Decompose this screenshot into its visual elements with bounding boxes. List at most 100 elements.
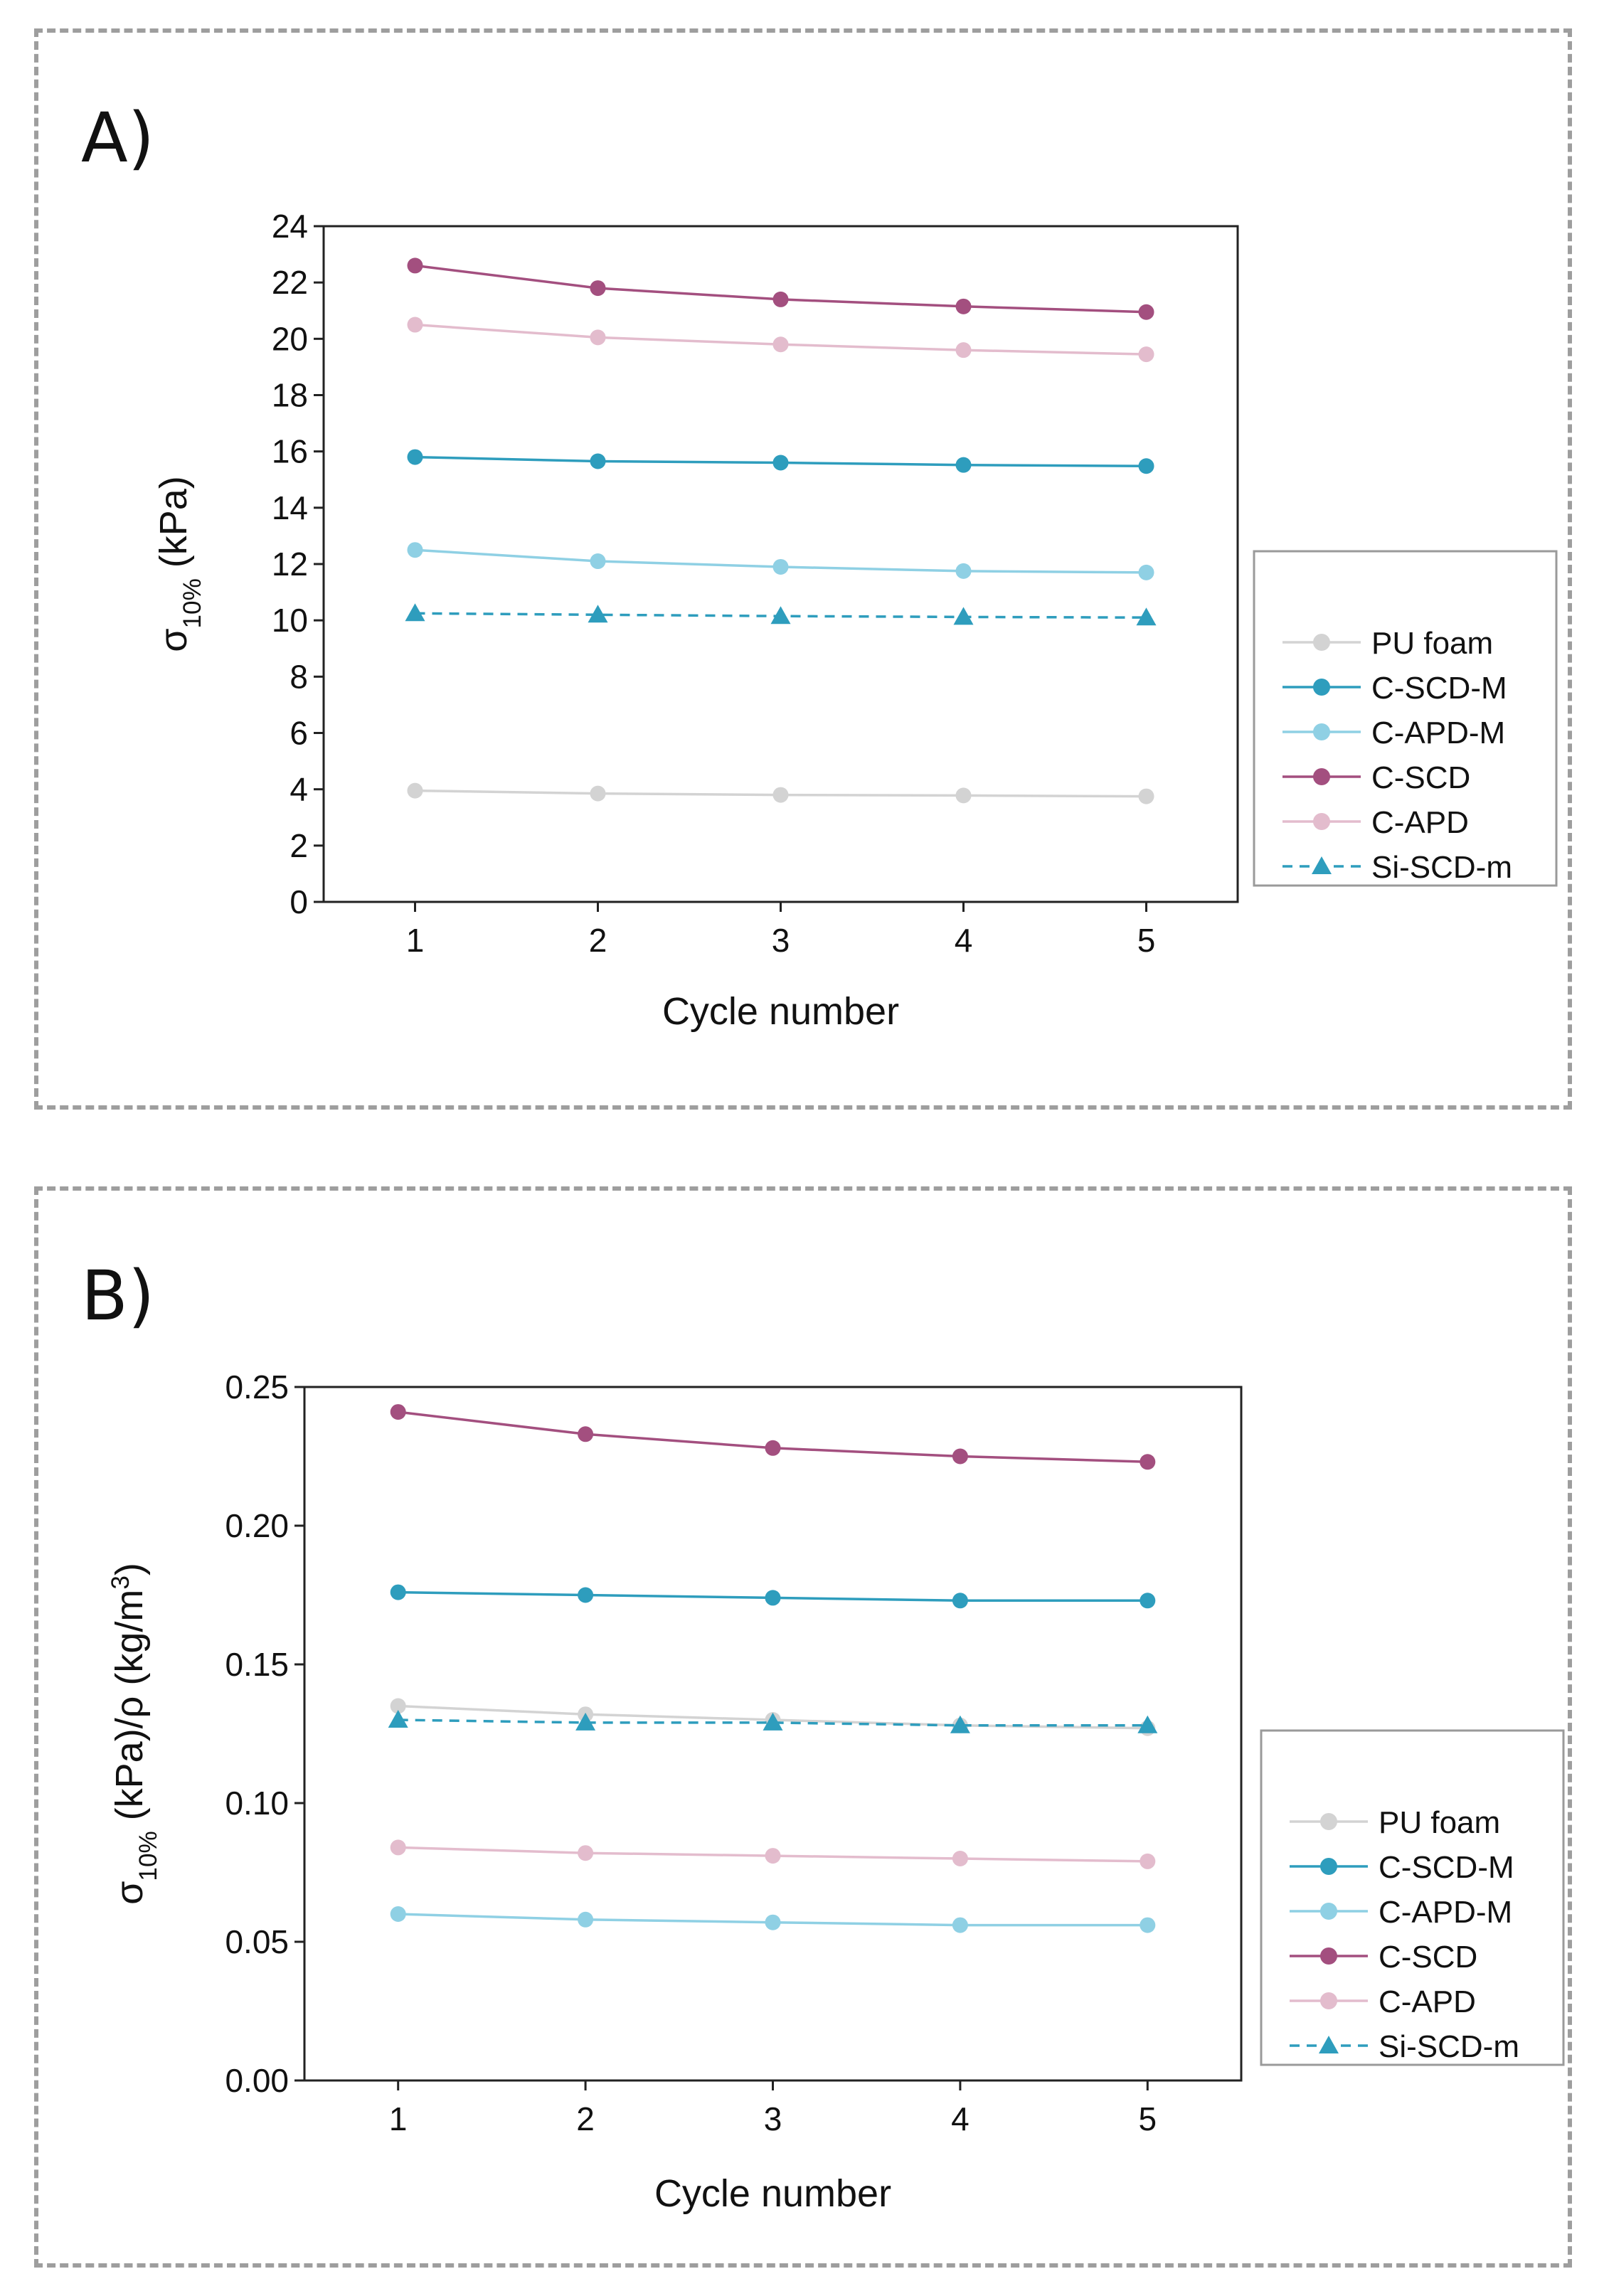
legend-c-scd-label: C-SCD [1379, 1940, 1477, 1975]
y-axis-label-symbol: σ [152, 628, 195, 652]
y-axis-label-subscript: 10% [134, 1831, 162, 1881]
y-tick-label: 8 [290, 658, 308, 695]
series-si-scd-m-point [588, 605, 608, 623]
y-tick-label: 0.05 [225, 1923, 289, 1960]
y-tick-label: 20 [272, 320, 308, 357]
series-c-scd-m-point [578, 1587, 594, 1603]
series-c-apd-point [407, 317, 423, 333]
x-tick-label: 4 [951, 2100, 970, 2137]
series-pu-foam-point [955, 787, 972, 804]
series-c-scd-point [578, 1426, 594, 1442]
series-si-scd-m-point [950, 1715, 970, 1733]
x-tick-label: 1 [406, 922, 425, 959]
series-c-apd-m-point [1140, 1917, 1156, 1933]
y-axis-label: σ10% (kPa) [152, 476, 206, 652]
series-si-scd-m-point [575, 1712, 596, 1731]
series-c-apd-m-point [952, 1917, 968, 1933]
y-tick-label: 16 [272, 433, 308, 470]
panel-label-b: B) [81, 1256, 155, 1336]
x-tick-label: 5 [1139, 2100, 1157, 2137]
y-tick-label: 2 [290, 827, 308, 864]
series-si-scd-m-point [770, 606, 791, 625]
y-tick-label: 0.00 [225, 2062, 289, 2099]
series-si-scd-m-point [953, 607, 974, 625]
y-tick-label: 0.20 [225, 1507, 289, 1544]
series-pu-foam-point [772, 787, 789, 803]
legend-c-apd-label: C-APD [1379, 1984, 1476, 2019]
series-pu-foam-point [1138, 788, 1154, 804]
series-c-apd-point [578, 1845, 594, 1861]
series-si-scd-m-point [388, 1710, 408, 1728]
panel-b: B) [34, 1186, 1572, 2268]
y-tick-label: 0 [290, 883, 308, 920]
legend-c-scd-m-label: C-SCD-M [1371, 671, 1507, 706]
series-c-apd-point [765, 1848, 781, 1864]
series-c-apd-m-point [407, 542, 423, 558]
series-pu-foam-point [590, 785, 606, 802]
series-c-apd-m-point [772, 558, 789, 575]
y-tick-label: 24 [272, 208, 308, 245]
x-tick-label: 1 [389, 2100, 408, 2137]
x-tick-label: 5 [1137, 922, 1156, 959]
series-c-scd-point [765, 1440, 781, 1456]
legend-pu-foam-label: PU foam [1371, 626, 1493, 661]
x-tick-label: 4 [955, 922, 973, 959]
panel-a: A) [34, 28, 1572, 1110]
series-c-scd-point [590, 280, 606, 297]
y-axis-label-superscript: 3 [107, 1575, 134, 1590]
legend-c-scd-m-marker [1320, 1858, 1337, 1875]
series-si-scd-m-point [1137, 1715, 1158, 1733]
series-c-apd-m-point [955, 563, 972, 579]
series-pu-foam-point [407, 782, 423, 799]
legend-c-apd-m-marker [1320, 1903, 1337, 1920]
series-c-apd-point [952, 1851, 968, 1866]
legend-c-apd-m-label: C-APD-M [1379, 1895, 1512, 1930]
series-c-scd-m-point [952, 1593, 968, 1609]
series-c-scd-point [952, 1448, 968, 1465]
series-c-scd-m-point [765, 1590, 781, 1606]
chart-1-group: 0.00 0.05 0.10 0.15 0.20 0.25 1 2 3 4 5 Cycle numbe… [107, 1368, 1565, 2215]
legend-si-scd-m-label: Si-SCD-m [1371, 850, 1512, 885]
x-tick-label: 3 [764, 2100, 782, 2137]
y-tick-label: 18 [272, 377, 308, 414]
series-c-apd-point [590, 329, 606, 346]
x-tick-label: 2 [589, 922, 607, 959]
x-tick-label: 3 [772, 922, 790, 959]
y-tick-label: 0.15 [225, 1646, 289, 1683]
series-c-apd-m-point [590, 553, 606, 570]
series-c-scd-m-point [1140, 1593, 1156, 1609]
y-axis-label-rest: (kPa) [152, 476, 195, 578]
y-tick-label: 22 [272, 264, 308, 301]
series-c-scd-point [407, 257, 423, 274]
series-c-apd-m-point [1138, 564, 1154, 580]
series-c-apd-point [1138, 346, 1154, 363]
y-axis-label-subscript: 10% [179, 578, 206, 628]
y-tick-label: 0.25 [225, 1368, 289, 1405]
y-tick-label: 10 [272, 602, 308, 639]
legend-box [1253, 550, 1558, 887]
series-c-apd-m-point [390, 1906, 406, 1922]
y-tick-label: 4 [290, 771, 308, 808]
legend-box [1260, 1729, 1565, 2066]
y-axis-label-end: ) [108, 1563, 151, 1575]
x-axis-label: Cycle number [662, 990, 899, 1033]
series-c-apd-point [955, 342, 972, 358]
series-c-scd-point [955, 298, 972, 314]
panel-label-a: A) [81, 98, 155, 178]
legend-si-scd-m-marker [1319, 2036, 1339, 2053]
y-axis-label-symbol: σ [108, 1881, 151, 1905]
legend-c-scd-m-marker [1313, 679, 1330, 696]
series-si-scd-m-point [1136, 607, 1157, 626]
y-tick-label: 14 [272, 489, 308, 526]
series-c-apd-point [772, 336, 789, 353]
plot-frame [303, 1386, 1243, 2082]
x-tick-label: 2 [576, 2100, 595, 2137]
series-si-scd-m-point [405, 603, 425, 622]
series-c-scd-m-point [390, 1584, 406, 1600]
x-axis-label: Cycle number [654, 2172, 891, 2215]
series-c-scd-point [1138, 304, 1154, 320]
series-c-apd-m-point [578, 1911, 594, 1928]
legend-c-scd-marker [1320, 1947, 1337, 1965]
legend-c-scd-marker [1313, 768, 1330, 785]
legend-si-scd-m-label: Si-SCD-m [1379, 2029, 1519, 2064]
